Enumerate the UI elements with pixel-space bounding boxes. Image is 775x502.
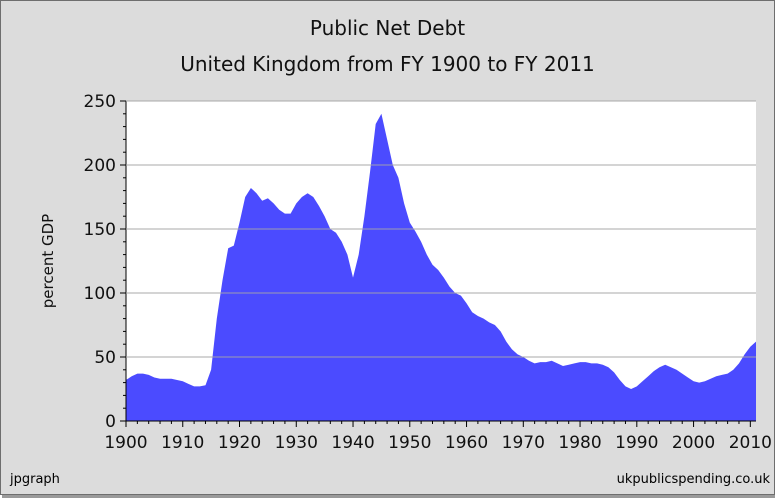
y-tick-label-50: 50 bbox=[94, 348, 116, 368]
y-axis-label: percent GDP bbox=[39, 214, 57, 308]
x-tick-label-1930: 1930 bbox=[275, 433, 318, 453]
y-tick-label-250: 250 bbox=[84, 92, 116, 112]
y-tick-label-150: 150 bbox=[84, 220, 116, 240]
x-tick-label-1940: 1940 bbox=[331, 433, 374, 453]
axes bbox=[120, 100, 756, 427]
area-chart: 0 50 100 150 200 250 1900 1910 1920 1930 1940 1950… bbox=[39, 92, 772, 453]
x-tick-label-1970: 1970 bbox=[502, 433, 545, 453]
chart-title: Public Net Debt bbox=[309, 16, 466, 40]
x-tick-label-1900: 1900 bbox=[104, 433, 147, 453]
credit-jpgraph: jpgraph bbox=[10, 472, 60, 487]
x-tick-label-1980: 1980 bbox=[558, 433, 601, 453]
debt-area bbox=[126, 113, 756, 422]
x-tick-label-2010: 2010 bbox=[729, 433, 772, 453]
x-tick-label-1920: 1920 bbox=[218, 433, 261, 453]
y-tick-labels: 0 50 100 150 200 250 bbox=[84, 92, 116, 432]
grid-lines-overlay bbox=[126, 100, 756, 358]
x-tick-labels: 1900 1910 1920 1930 1940 1950 1960 1970 1980 1990… bbox=[104, 433, 772, 453]
y-tick-label-200: 200 bbox=[84, 156, 116, 176]
x-tick-label-2000: 2000 bbox=[672, 433, 715, 453]
x-tick-label-1990: 1990 bbox=[615, 433, 658, 453]
y-tick-label-0: 0 bbox=[105, 412, 116, 432]
chart-subtitle: United Kingdom from FY 1900 to FY 2011 bbox=[180, 52, 595, 76]
x-tick-label-1910: 1910 bbox=[161, 433, 204, 453]
x-tick-label-1960: 1960 bbox=[445, 433, 488, 453]
y-tick-label-100: 100 bbox=[84, 284, 116, 304]
x-tick-label-1950: 1950 bbox=[388, 433, 431, 453]
credit-source: ukpublicspending.co.uk bbox=[616, 472, 770, 487]
